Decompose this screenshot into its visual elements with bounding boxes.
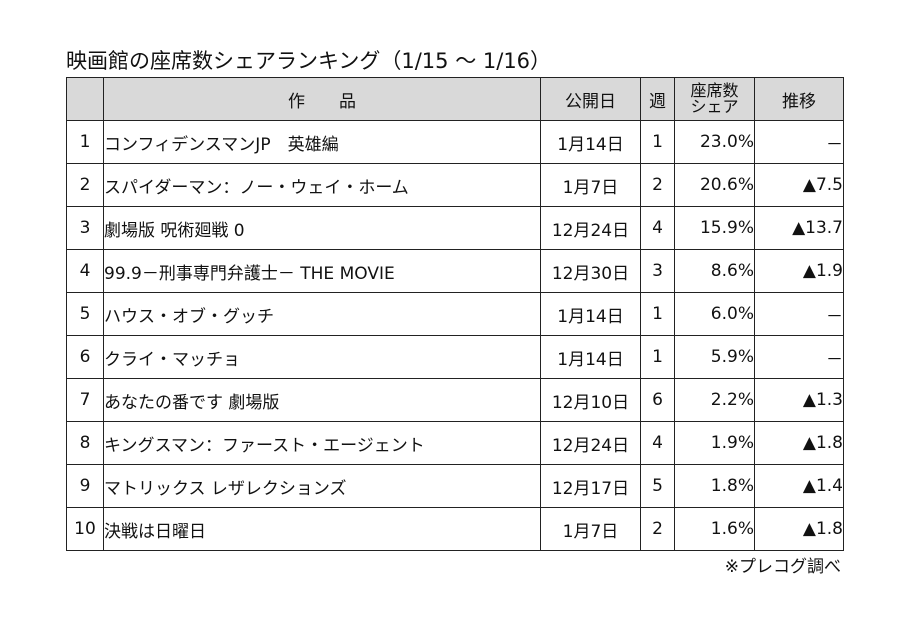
cell-share: 1.9% xyxy=(674,421,755,465)
cell-release: 12月30日 xyxy=(540,249,641,293)
header-week: 週 xyxy=(640,77,675,121)
cell-week: 5 xyxy=(640,464,675,508)
cell-release: 12月24日 xyxy=(540,421,641,465)
table-row: 1 コンフィデンスマンJP 英雄編 1月14日 1 23.0% － xyxy=(66,120,844,164)
table-row: 7 あなたの番です 劇場版 12月10日 6 2.2% ▲1.3 xyxy=(66,378,844,422)
cell-week: 1 xyxy=(640,335,675,379)
cell-release: 1月14日 xyxy=(540,335,641,379)
cell-title: クライ・マッチョ xyxy=(103,335,541,379)
cell-title: あなたの番です 劇場版 xyxy=(103,378,541,422)
page-title: 映画館の座席数シェアランキング（1/15 ～ 1/16） xyxy=(66,49,552,73)
header-share-line1: 座席数 xyxy=(690,81,739,100)
cell-rank: 4 xyxy=(66,249,104,293)
cell-trend: ▲7.5 xyxy=(754,163,844,207)
cell-share: 15.9% xyxy=(674,206,755,250)
cell-share: 1.8% xyxy=(674,464,755,508)
cell-rank: 9 xyxy=(66,464,104,508)
table-row: 5 ハウス・オブ・グッチ 1月14日 1 6.0% － xyxy=(66,292,844,336)
cell-trend: － xyxy=(754,120,844,164)
table-row: 6 クライ・マッチョ 1月14日 1 5.9% － xyxy=(66,335,844,379)
cell-week: 1 xyxy=(640,292,675,336)
cell-week: 3 xyxy=(640,249,675,293)
cell-title: 劇場版 呪術廻戦 0 xyxy=(103,206,541,250)
cell-release: 1月14日 xyxy=(540,292,641,336)
table-row: 4 99.9－刑事専門弁護士－ THE MOVIE 12月30日 3 8.6% … xyxy=(66,249,844,293)
cell-title: スパイダーマン：ノー・ウェイ・ホーム xyxy=(103,163,541,207)
header-share: 座席数 シェア xyxy=(674,77,755,121)
cell-share: 5.9% xyxy=(674,335,755,379)
cell-title: ハウス・オブ・グッチ xyxy=(103,292,541,336)
cell-week: 2 xyxy=(640,507,675,551)
cell-trend: － xyxy=(754,335,844,379)
cell-title: 99.9－刑事専門弁護士－ THE MOVIE xyxy=(103,249,541,293)
cell-release: 1月7日 xyxy=(540,163,641,207)
cell-week: 6 xyxy=(640,378,675,422)
header-rank xyxy=(66,77,104,121)
table-header-row: 作 品 公開日 週 座席数 シェア 推移 xyxy=(66,77,844,121)
cell-rank: 1 xyxy=(66,120,104,164)
cell-trend: ▲1.4 xyxy=(754,464,844,508)
cell-rank: 3 xyxy=(66,206,104,250)
cell-rank: 8 xyxy=(66,421,104,465)
table-row: 10 決戦は日曜日 1月7日 2 1.6% ▲1.8 xyxy=(66,507,844,551)
cell-release: 12月24日 xyxy=(540,206,641,250)
ranking-table: 作 品 公開日 週 座席数 シェア 推移 1 コンフィデンスマンJP 英雄編 1月… xyxy=(66,77,844,551)
cell-share: 2.2% xyxy=(674,378,755,422)
source-note: ※プレコグ調べ xyxy=(724,557,841,577)
cell-release: 1月7日 xyxy=(540,507,641,551)
cell-share: 8.6% xyxy=(674,249,755,293)
cell-trend: ▲1.3 xyxy=(754,378,844,422)
cell-rank: 10 xyxy=(66,507,104,551)
cell-share: 6.0% xyxy=(674,292,755,336)
header-trend: 推移 xyxy=(754,77,844,121)
cell-share: 23.0% xyxy=(674,120,755,164)
header-title: 作 品 xyxy=(103,77,541,121)
cell-title: マトリックス レザレクションズ xyxy=(103,464,541,508)
cell-share: 20.6% xyxy=(674,163,755,207)
cell-week: 2 xyxy=(640,163,675,207)
table-row: 2 スパイダーマン：ノー・ウェイ・ホーム 1月7日 2 20.6% ▲7.5 xyxy=(66,163,844,207)
cell-release: 12月10日 xyxy=(540,378,641,422)
header-release: 公開日 xyxy=(540,77,641,121)
cell-week: 1 xyxy=(640,120,675,164)
cell-title: キングスマン：ファースト・エージェント xyxy=(103,421,541,465)
cell-share: 1.6% xyxy=(674,507,755,551)
header-share-line2: シェア xyxy=(690,97,739,116)
table-row: 8 キングスマン：ファースト・エージェント 12月24日 4 1.9% ▲1.8 xyxy=(66,421,844,465)
cell-trend: ▲1.8 xyxy=(754,507,844,551)
cell-release: 12月17日 xyxy=(540,464,641,508)
cell-rank: 6 xyxy=(66,335,104,379)
table-row: 9 マトリックス レザレクションズ 12月17日 5 1.8% ▲1.4 xyxy=(66,464,844,508)
cell-rank: 2 xyxy=(66,163,104,207)
cell-rank: 7 xyxy=(66,378,104,422)
cell-trend: ▲13.7 xyxy=(754,206,844,250)
cell-release: 1月14日 xyxy=(540,120,641,164)
cell-trend: ▲1.9 xyxy=(754,249,844,293)
cell-week: 4 xyxy=(640,421,675,465)
cell-trend: － xyxy=(754,292,844,336)
cell-title: コンフィデンスマンJP 英雄編 xyxy=(103,120,541,164)
cell-rank: 5 xyxy=(66,292,104,336)
cell-trend: ▲1.8 xyxy=(754,421,844,465)
cell-title: 決戦は日曜日 xyxy=(103,507,541,551)
table-row: 3 劇場版 呪術廻戦 0 12月24日 4 15.9% ▲13.7 xyxy=(66,206,844,250)
cell-week: 4 xyxy=(640,206,675,250)
